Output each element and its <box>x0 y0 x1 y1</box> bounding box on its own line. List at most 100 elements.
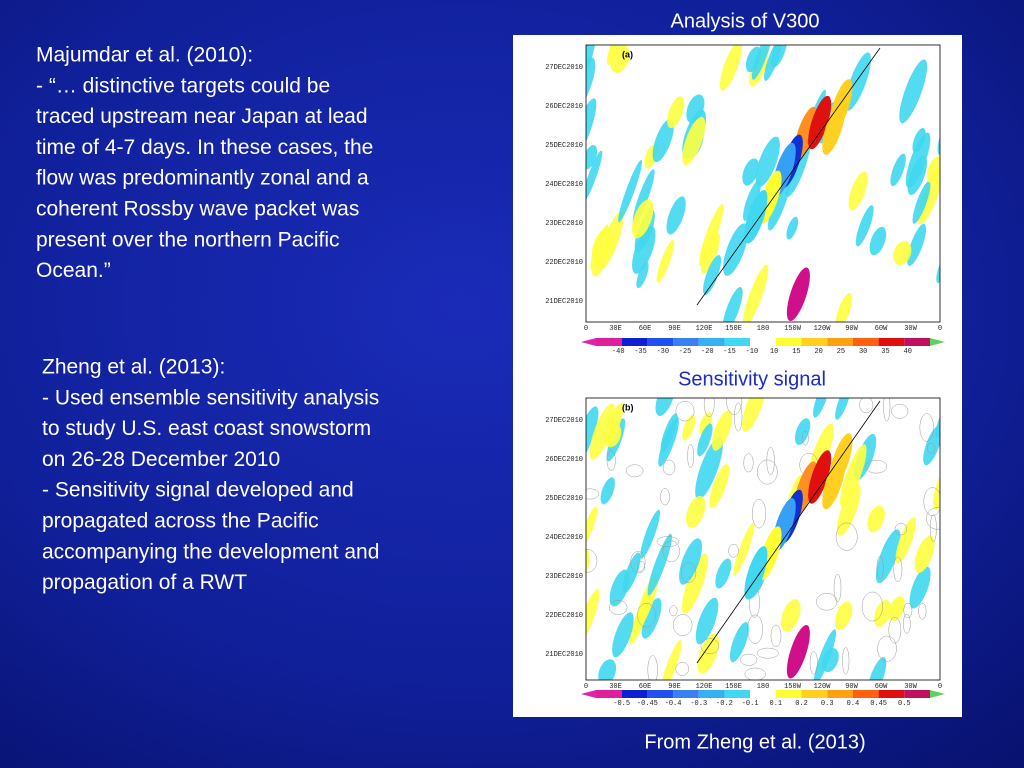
colorbar-label: 35 <box>881 348 889 356</box>
colorbar-label: 0.1 <box>770 700 783 708</box>
contour-blob <box>869 226 887 256</box>
colorbar-cell <box>801 690 828 698</box>
contour-blob <box>899 59 928 124</box>
lon-label: 120E <box>696 325 713 333</box>
contour-blob <box>719 45 742 91</box>
lon-label: 90E <box>668 325 681 333</box>
caption-mid: Sensitivity signal <box>678 368 826 390</box>
contour-blob <box>867 505 885 533</box>
contour-blob <box>835 293 853 322</box>
contour-blob <box>907 223 927 266</box>
contour-line <box>903 602 913 619</box>
contour-line <box>752 498 767 529</box>
contour-blob <box>742 264 769 322</box>
colorbar-cell <box>827 690 853 698</box>
contour-blob <box>855 205 874 247</box>
contour-line <box>609 600 628 615</box>
body-line: Ocean.” <box>36 259 111 282</box>
contour-blob <box>755 136 780 187</box>
colorbar-label: 0.3 <box>821 700 834 708</box>
contour-line <box>672 614 693 636</box>
contour-blob <box>751 45 773 80</box>
date-label: 25DEC2010 <box>545 142 583 150</box>
contour-line <box>842 647 850 675</box>
colorbar-cell <box>852 690 879 698</box>
contour-line <box>903 613 911 634</box>
contour-line <box>744 667 766 680</box>
lon-label: 180 <box>757 683 770 691</box>
colorbar-label: -0.1 <box>742 700 759 708</box>
caption-top: Analysis of V300 <box>671 10 820 32</box>
colorbar-label: 0.5 <box>898 700 911 708</box>
contour-blob <box>636 262 649 289</box>
contour-blob <box>780 599 801 632</box>
lon-label: 0 <box>938 325 942 333</box>
colorbar-cell <box>724 690 751 698</box>
contour-blob <box>764 45 782 81</box>
contour-blob <box>682 116 706 166</box>
plot-frame <box>585 44 941 323</box>
contour-line <box>662 459 676 476</box>
contour-line <box>675 400 695 422</box>
contour-blob <box>909 566 931 609</box>
date-label: 27DEC2010 <box>545 64 583 72</box>
date-label: 22DEC2010 <box>545 259 583 267</box>
contour-line <box>926 442 936 454</box>
contour-blob <box>874 599 892 627</box>
contour-blob <box>598 659 617 680</box>
contour-line <box>703 398 715 418</box>
panel-label: (b) <box>622 402 634 412</box>
colorbar-label: -0.2 <box>716 700 733 708</box>
contour-blob <box>605 424 622 448</box>
body-line: Majumdar et al. (2010): <box>36 44 253 67</box>
contour-blob <box>867 657 887 680</box>
contour-line <box>669 605 678 617</box>
lon-label: 30W <box>904 683 917 691</box>
contour-blob <box>786 267 810 322</box>
contour-line <box>893 556 903 583</box>
contour-blob <box>667 96 685 129</box>
contour-line <box>801 430 809 446</box>
lon-label: 60W <box>875 325 888 333</box>
date-label: 25DEC2010 <box>545 495 583 503</box>
contour-line <box>865 459 888 474</box>
contour-line <box>877 635 897 662</box>
contour-line <box>660 488 670 506</box>
date-label: 23DEC2010 <box>545 573 583 581</box>
lon-label: 90W <box>845 683 858 691</box>
contour-line <box>662 540 680 562</box>
contour-line <box>606 450 616 471</box>
contour-blob <box>631 199 654 239</box>
lon-label: 180 <box>757 325 770 333</box>
contour-line <box>894 523 908 536</box>
contour-line <box>637 602 656 628</box>
contour-line <box>743 453 754 473</box>
colorbar-label: 25 <box>837 348 845 356</box>
body-line: - Used ensemble sensitivity analysis <box>42 386 379 409</box>
colorbar-end <box>581 338 596 346</box>
colorbar-cell <box>878 690 905 698</box>
colorbar-cell <box>878 338 905 346</box>
body-line: on 26-28 December 2010 <box>42 448 280 471</box>
contour-blob <box>589 403 615 460</box>
colorbar-cell <box>852 338 879 346</box>
contour-blob <box>914 535 935 573</box>
lon-label: 30E <box>609 683 622 691</box>
contour-blob <box>733 522 755 576</box>
contour-blob <box>875 529 901 584</box>
contour-blob <box>723 223 749 276</box>
contour-blob <box>586 506 598 546</box>
contour-blob <box>697 423 713 457</box>
lon-label: 0 <box>938 683 942 691</box>
colorbar-cell <box>698 690 725 698</box>
contour-blob <box>666 196 686 235</box>
contour-field <box>586 398 940 680</box>
colorbar-cell <box>801 338 828 346</box>
colorbar-cell <box>827 338 853 346</box>
contour-line <box>757 459 778 485</box>
contour-blob <box>586 406 599 466</box>
colorbar-cell <box>698 338 725 346</box>
contour-blob <box>813 398 829 418</box>
